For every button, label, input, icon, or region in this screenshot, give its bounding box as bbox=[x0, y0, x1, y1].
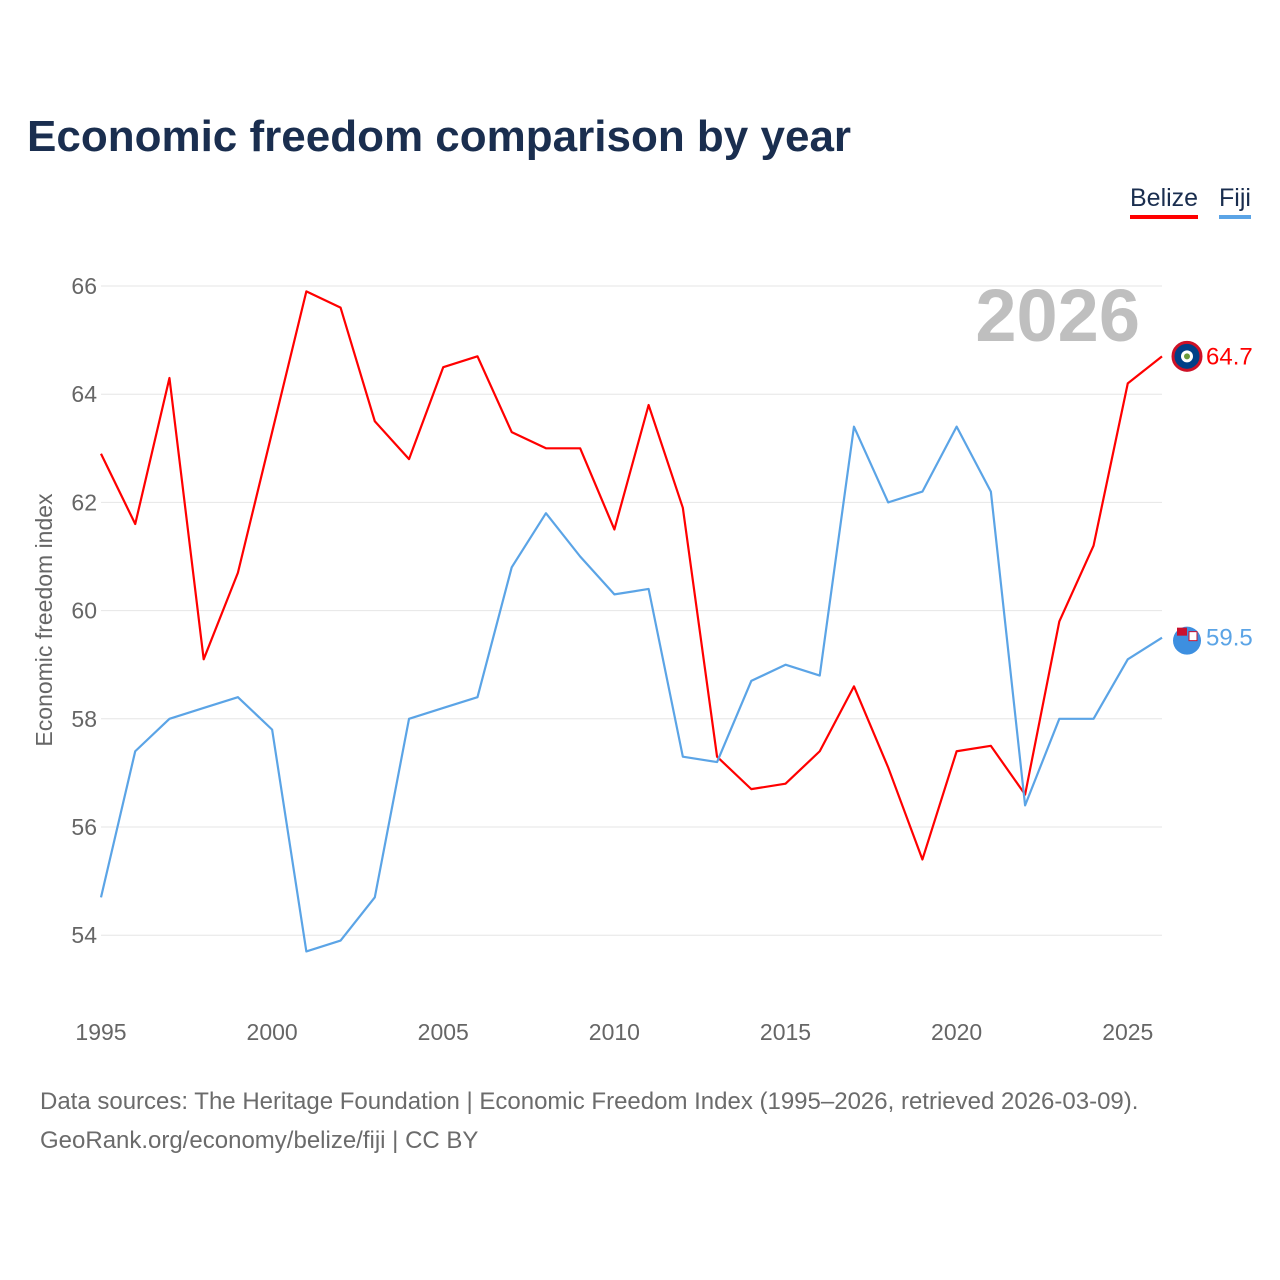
belize-flag-emblem-center bbox=[1184, 353, 1190, 360]
y-tick-label: 54 bbox=[71, 922, 97, 948]
footer-credit: GeoRank.org/economy/belize/fiji | CC BY bbox=[40, 1127, 479, 1154]
fiji-flag-union bbox=[1177, 627, 1187, 636]
x-tick-label: 2005 bbox=[418, 1019, 469, 1045]
x-tick-label: 2000 bbox=[247, 1019, 298, 1045]
y-tick-label: 60 bbox=[71, 598, 97, 624]
y-tick-label: 62 bbox=[71, 489, 97, 515]
footer-sources: Data sources: The Heritage Foundation | … bbox=[40, 1088, 1139, 1115]
series-line-belize bbox=[100, 290, 1163, 861]
y-tick-label: 64 bbox=[71, 381, 97, 407]
legend-belize[interactable]: Belize bbox=[1130, 184, 1199, 219]
year-watermark: 2026 bbox=[975, 274, 1140, 357]
x-tick-label: 2010 bbox=[589, 1019, 640, 1045]
y-tick-label: 56 bbox=[71, 814, 97, 840]
legend-fiji[interactable]: Fiji bbox=[1219, 184, 1251, 219]
end-label-fiji: 59.5 bbox=[1206, 625, 1253, 652]
x-tick-label: 1995 bbox=[75, 1019, 126, 1045]
x-tick-label: 2015 bbox=[760, 1019, 811, 1045]
chart-title: Economic freedom comparison by year bbox=[27, 112, 852, 161]
y-axis-label: Economic freedom index bbox=[31, 493, 57, 747]
x-tick-label: 2025 bbox=[1102, 1019, 1153, 1045]
y-tick-label: 66 bbox=[71, 273, 97, 299]
end-label-belize: 64.7 bbox=[1206, 343, 1253, 370]
x-tick-label: 2020 bbox=[931, 1019, 982, 1045]
fiji-flag-shield bbox=[1188, 631, 1198, 642]
series-line-fiji bbox=[99, 425, 1163, 953]
y-tick-label: 58 bbox=[71, 706, 97, 732]
